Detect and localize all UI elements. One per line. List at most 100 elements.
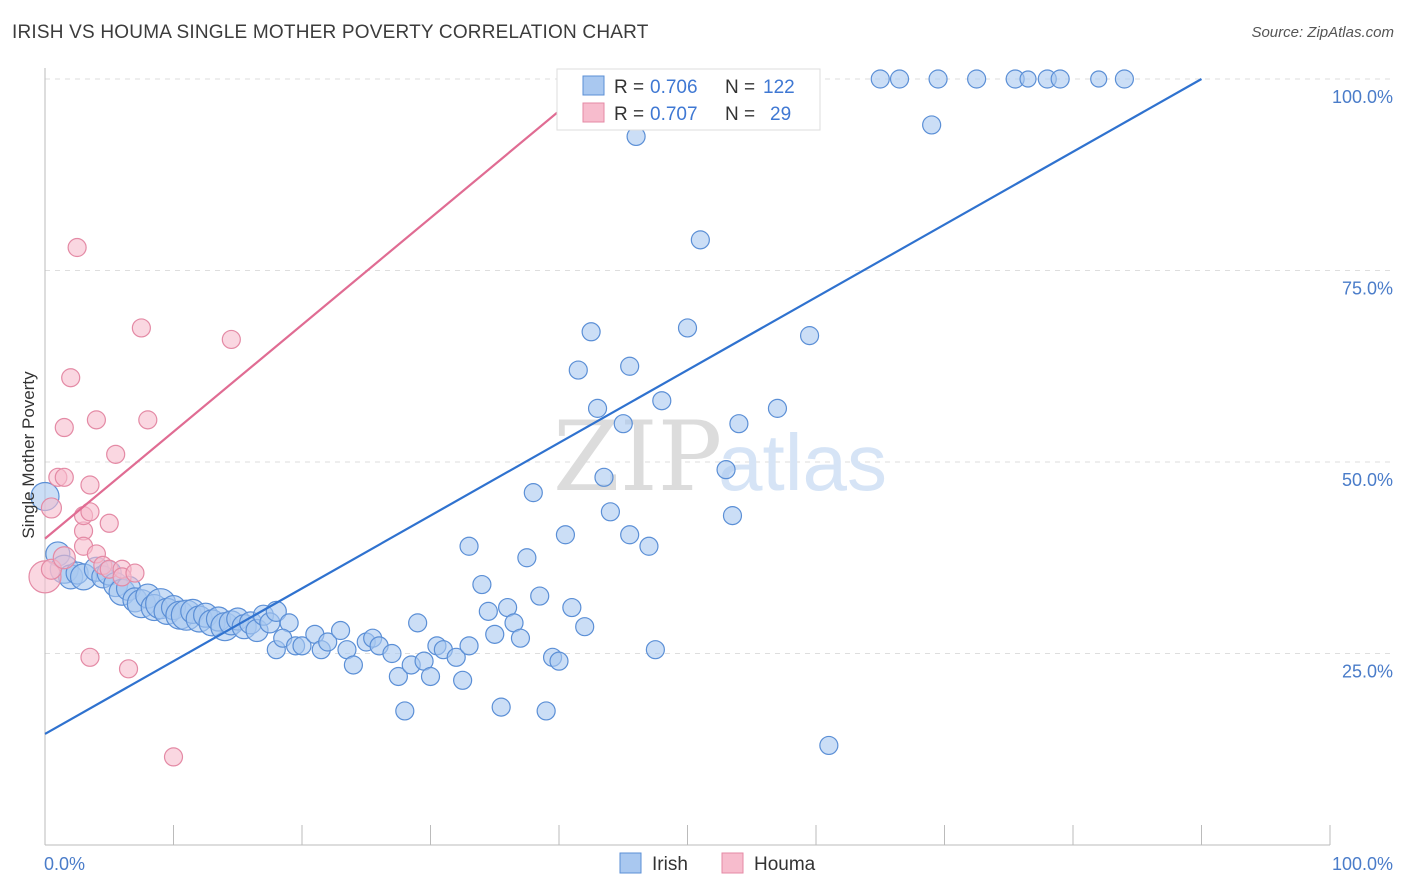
point-irish-71	[530, 586, 550, 606]
point-irish-79	[581, 322, 601, 342]
point-irish-43	[330, 620, 351, 641]
bottom-legend-label-irish: Irish	[652, 854, 688, 875]
point-irish-76	[562, 597, 582, 618]
legend-n-value-irish: 122	[763, 77, 795, 98]
point-irish-84	[620, 356, 640, 376]
point-houma-15	[86, 410, 107, 430]
x-tick-label-min: 0.0%	[44, 854, 85, 874]
point-irish-89	[652, 391, 672, 411]
point-irish-108	[870, 69, 890, 89]
y-tick-label-3: 100.0%	[1332, 87, 1393, 107]
point-irish-96	[799, 326, 820, 346]
point-irish-91	[690, 230, 710, 250]
watermark: ZIP atlas	[553, 401, 887, 513]
point-irish-94	[729, 414, 749, 434]
point-irish-78	[568, 360, 588, 380]
point-irish-51	[395, 701, 415, 721]
point-irish-39	[292, 636, 312, 656]
point-irish-61	[459, 536, 479, 556]
point-houma-12	[80, 475, 100, 495]
point-irish-55	[420, 666, 441, 687]
legend-r-value-houma: 0.707	[650, 104, 698, 125]
bottom-legend-swatch-irish	[619, 852, 642, 874]
y-tick-label-2: 75.0%	[1342, 279, 1393, 299]
point-irish-70	[523, 483, 543, 503]
point-irish-97	[819, 735, 839, 756]
point-houma-23	[118, 659, 139, 679]
point-irish-58	[446, 647, 466, 667]
point-irish-87	[639, 536, 659, 556]
y-tick-labels: 25.0% 50.0% 75.0% 100.0%	[1332, 87, 1393, 682]
watermark-atlas: atlas	[718, 418, 887, 507]
point-irish-77	[575, 617, 595, 637]
point-irish-63	[478, 601, 498, 621]
point-irish-118	[1090, 70, 1108, 88]
trend-lines	[44, 78, 1203, 735]
chart-title: IRISH VS HOUMA SINGLE MOTHER POVERTY COR…	[12, 22, 649, 43]
point-irish-90	[677, 318, 698, 338]
bottom-legend-label-houma: Houma	[754, 854, 816, 875]
point-irish-112	[967, 69, 987, 89]
point-irish-42	[318, 632, 338, 652]
point-irish-50	[388, 666, 408, 687]
point-houma-18	[99, 513, 119, 533]
point-houma-26	[138, 410, 158, 430]
point-houma-7	[67, 237, 87, 258]
point-irish-72	[536, 701, 556, 721]
point-irish-65	[491, 697, 511, 717]
legend-swatch-irish	[582, 75, 605, 96]
bottom-legend-swatch-houma	[721, 852, 744, 874]
x-tick-labels: 0.0% 100.0%	[44, 854, 1393, 874]
legend: R = 0.706 N = 122 R = 0.707 N = 29	[556, 68, 821, 131]
point-houma-14	[80, 647, 100, 667]
point-irish-45	[343, 655, 363, 675]
point-houma-28	[221, 329, 241, 350]
point-houma-5	[54, 467, 74, 487]
source-credit: Source: ZipAtlas.com	[1251, 24, 1394, 41]
point-irish-64	[485, 624, 505, 644]
point-houma-27	[163, 747, 184, 767]
point-irish-49	[382, 643, 402, 664]
point-irish-93	[722, 506, 743, 526]
legend-n-label-irish: N =	[725, 77, 755, 98]
legend-r-value-irish: 0.706	[650, 77, 698, 98]
legend-r-label-houma: R =	[614, 104, 644, 125]
point-irish-69	[517, 548, 537, 568]
point-irish-95	[767, 398, 788, 418]
point-irish-59	[453, 670, 473, 690]
legend-r-label-irish: R =	[614, 77, 644, 98]
point-irish-116	[1114, 69, 1135, 89]
point-irish-85	[620, 525, 640, 545]
point-irish-115	[1050, 69, 1070, 89]
point-irish-82	[600, 502, 621, 522]
point-houma-8	[54, 417, 74, 438]
point-houma-20	[106, 444, 126, 464]
point-houma-25	[131, 318, 151, 338]
point-irish-81	[594, 467, 614, 487]
point-irish-109	[889, 69, 910, 89]
point-houma-4	[52, 546, 76, 570]
y-tick-label-0: 25.0%	[1342, 662, 1393, 682]
point-houma-24	[125, 563, 145, 583]
legend-swatch-houma	[582, 102, 605, 123]
x-tick-label-max: 100.0%	[1332, 854, 1393, 874]
point-irish-110	[922, 115, 942, 135]
point-irish-83	[613, 414, 633, 434]
watermark-zip: ZIP	[553, 401, 722, 513]
point-houma-6	[61, 368, 81, 388]
point-irish-62	[472, 574, 492, 595]
y-axis-label: Single Mother Poverty	[19, 371, 38, 539]
point-houma-13	[80, 502, 100, 522]
trend-line-irish	[44, 78, 1203, 735]
y-tick-label-1: 50.0%	[1342, 470, 1393, 490]
legend-n-value-houma: 29	[770, 104, 791, 125]
point-irish-80	[587, 398, 608, 418]
point-irish-60	[459, 636, 479, 656]
point-houma-1	[40, 497, 63, 519]
legend-n-label-houma: N =	[725, 104, 755, 125]
point-irish-92	[716, 460, 736, 480]
series-houma-points	[28, 237, 241, 767]
grid-lines	[45, 78, 1393, 654]
point-irish-53	[408, 613, 428, 633]
